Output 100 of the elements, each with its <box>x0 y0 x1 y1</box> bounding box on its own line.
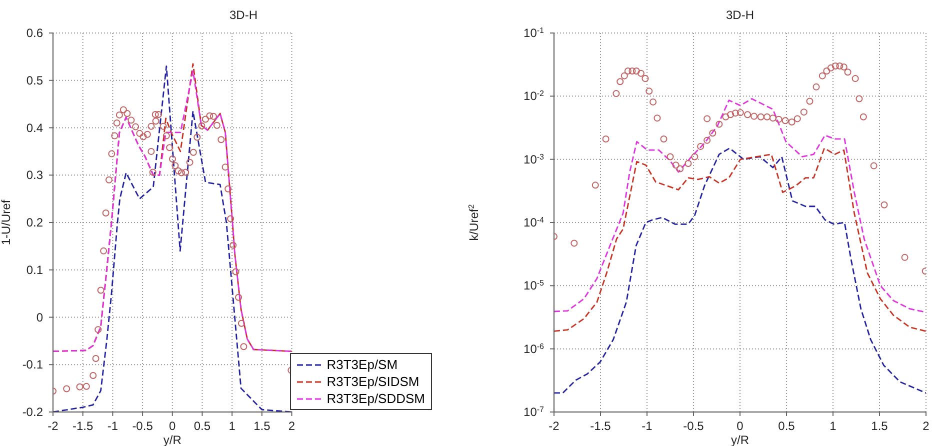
point <box>794 115 801 122</box>
x-tick-label: -1.5 <box>72 419 94 433</box>
point <box>182 168 190 176</box>
point <box>111 132 118 140</box>
point <box>800 108 808 116</box>
point <box>642 75 649 82</box>
point <box>666 153 674 160</box>
point <box>90 372 97 380</box>
point <box>818 72 826 80</box>
y-tick-label: 0 <box>36 310 44 324</box>
point <box>218 136 225 144</box>
x-tick-label: -2 <box>48 419 59 433</box>
y-tick-label: 10$^{-3}$ <box>524 152 545 166</box>
point <box>198 122 206 130</box>
point <box>102 210 110 217</box>
point <box>120 106 127 114</box>
point <box>827 64 834 72</box>
x-tick-label: 1.5 <box>871 419 888 433</box>
point <box>880 201 888 208</box>
legend-label: R3T3Ep/SDDSM <box>326 390 425 407</box>
point <box>750 112 758 120</box>
point <box>144 130 151 138</box>
x-tick-label: -1 <box>107 419 118 433</box>
legend-label: R3T3Ep/SM <box>326 356 398 373</box>
y-tick-label: 0.6 <box>26 26 44 40</box>
point <box>620 72 628 80</box>
x-tick-label: 1.5 <box>254 419 271 433</box>
point <box>757 113 764 120</box>
x-tick-label: 0 <box>169 419 176 433</box>
point <box>852 75 859 82</box>
x-tick-label: 1 <box>228 419 236 433</box>
point <box>612 90 620 98</box>
point <box>844 68 852 76</box>
point <box>190 148 197 156</box>
point <box>132 123 140 130</box>
chart-title: 3D-H <box>724 8 755 22</box>
point <box>704 136 711 144</box>
point <box>602 135 610 142</box>
point <box>166 144 174 152</box>
point <box>654 114 661 122</box>
point <box>154 110 162 118</box>
x-tick-label: 0.5 <box>778 419 796 433</box>
point <box>136 130 144 137</box>
point <box>108 150 116 158</box>
point <box>240 343 248 350</box>
point <box>63 385 70 392</box>
point <box>128 116 135 124</box>
point <box>672 162 680 169</box>
x-tick-label: 0.5 <box>194 419 211 433</box>
x-tick-label: -0.5 <box>132 419 154 433</box>
y-tick-label: 0.3 <box>26 168 44 182</box>
y-tick-label: 0.2 <box>26 216 44 230</box>
point <box>230 242 237 249</box>
point <box>116 111 123 118</box>
point <box>646 88 653 95</box>
point <box>691 153 698 160</box>
y-tick-label: -0.1 <box>22 358 44 372</box>
point <box>213 122 220 129</box>
x-tick-label: 2 <box>922 419 930 433</box>
y-tick-label: 10$^{-7}$ <box>524 404 545 419</box>
point <box>732 110 739 117</box>
point <box>113 120 120 127</box>
point <box>168 156 176 163</box>
point <box>100 247 108 254</box>
point <box>637 70 644 77</box>
point <box>684 160 692 167</box>
y-tick-label: 10$^{-2}$ <box>524 88 545 104</box>
point <box>224 185 232 192</box>
y-tick-label: 0.4 <box>26 120 44 135</box>
point <box>782 117 789 124</box>
point <box>736 109 744 116</box>
point <box>823 68 830 75</box>
point <box>174 167 182 174</box>
point <box>152 110 159 118</box>
point <box>194 134 201 141</box>
point <box>160 122 167 130</box>
y-tick-label: 10$^{-6}$ <box>524 341 545 356</box>
point <box>94 326 102 334</box>
y-tick-label: 0.1 <box>26 262 44 277</box>
point <box>235 294 242 301</box>
point <box>76 383 84 390</box>
point <box>178 169 185 176</box>
point <box>140 133 147 140</box>
line-series <box>554 148 926 394</box>
x-tick-label: 0 <box>736 419 744 433</box>
point <box>570 240 578 247</box>
point <box>162 132 170 140</box>
point <box>860 113 867 120</box>
x-tick-label: -0.5 <box>683 419 704 433</box>
point <box>172 162 179 170</box>
point <box>92 354 100 362</box>
legend-label: R3T3Ep/SIDSM <box>326 373 420 390</box>
point <box>592 182 599 189</box>
y-tick-label: 10$^{-5}$ <box>524 278 545 293</box>
point <box>836 62 844 70</box>
point <box>697 142 704 150</box>
point <box>238 320 245 327</box>
x-tick-label: -1 <box>642 419 653 433</box>
point <box>105 176 112 184</box>
point <box>901 254 908 261</box>
